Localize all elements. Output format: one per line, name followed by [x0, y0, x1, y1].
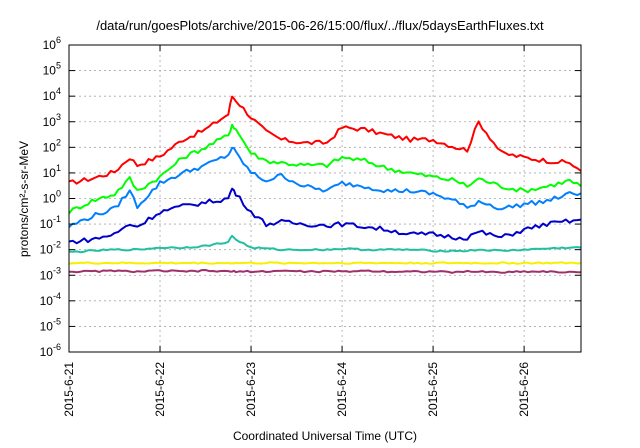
x-tick-label: 2015-6-21 [62, 362, 76, 417]
y-tick-label-exponent: -2 [53, 240, 61, 250]
y-tick-label-exponent: 4 [56, 86, 61, 96]
y-tick-label-base: 10 [40, 217, 54, 231]
y-tick-label: 104 [43, 86, 61, 103]
x-tick-labels: 2015-6-21 2015-6-22 2015-6-23 2015-6-24 2015… [62, 362, 531, 417]
y-tick-label: 10-2 [40, 240, 61, 257]
y-tick-label-base: 10 [40, 345, 54, 359]
y-tick-label-exponent: 0 [56, 189, 61, 199]
y-tick-label: 106 [43, 35, 61, 52]
x-tick-label: 2015-6-22 [153, 362, 167, 417]
series-line-2 [68, 146, 582, 228]
x-axis-label: Coordinated Universal Time (UTC) [233, 429, 417, 443]
y-tick-label-base: 10 [43, 192, 57, 206]
y-tick-label-base: 10 [43, 115, 57, 129]
y-tick-label-base: 10 [43, 64, 57, 78]
y-tick-label-exponent: 5 [56, 61, 61, 71]
series-line-5 [68, 261, 582, 265]
y-tick-label-base: 10 [40, 243, 54, 257]
y-tick-label-exponent: -1 [53, 214, 61, 224]
y-tick-label-base: 10 [40, 268, 54, 282]
y-tick-label-exponent: 6 [56, 35, 61, 45]
chart-title: /data/run/goesPlots/archive/2015-06-26/1… [96, 18, 544, 33]
series-line-4 [68, 234, 582, 254]
x-tick-label: 2015-6-24 [335, 362, 349, 417]
y-tick-label: 100 [43, 189, 61, 206]
series-group [68, 95, 582, 274]
y-tick-label-exponent: 2 [56, 137, 61, 147]
y-tick-label: 10-1 [40, 214, 61, 231]
y-tick-label: 10-4 [40, 291, 61, 308]
series-line-0 [68, 95, 582, 185]
x-tick-label: 2015-6-23 [244, 362, 258, 417]
series-line-6 [68, 269, 581, 274]
y-tick-label: 105 [43, 61, 61, 78]
y-tick-label-base: 10 [40, 319, 54, 333]
y-tick-label: 103 [43, 112, 61, 129]
y-tick-label-exponent: 1 [56, 163, 61, 173]
y-tick-label-exponent: -5 [53, 316, 61, 326]
y-tick-label-base: 10 [43, 89, 57, 103]
y-tick-label: 10-5 [40, 316, 61, 333]
y-tick-label: 101 [43, 163, 61, 180]
y-tick-label-base: 10 [43, 38, 57, 52]
x-tick-label: 2015-6-26 [517, 362, 531, 417]
y-tick-label-exponent: -6 [53, 342, 61, 352]
y-tick-label: 10-3 [40, 265, 61, 282]
y-tick-label: 102 [43, 137, 61, 154]
y-tick-label-base: 10 [43, 140, 57, 154]
axis-ticks [68, 44, 581, 353]
y-tick-labels: 10-610-510-410-310-210-11001011021031041… [40, 35, 61, 359]
series-line-3 [68, 187, 582, 245]
y-tick-label: 10-6 [40, 342, 61, 359]
y-tick-label-exponent: -4 [53, 291, 61, 301]
x-tick-label: 2015-6-25 [426, 362, 440, 417]
y-tick-label-base: 10 [40, 294, 54, 308]
y-tick-label-exponent: 3 [56, 112, 61, 122]
series-line-1 [68, 123, 582, 215]
y-axis-label: protons/cm²-s-sr-MeV [17, 141, 31, 257]
y-tick-label-exponent: -3 [53, 265, 61, 275]
y-tick-label-base: 10 [43, 166, 57, 180]
